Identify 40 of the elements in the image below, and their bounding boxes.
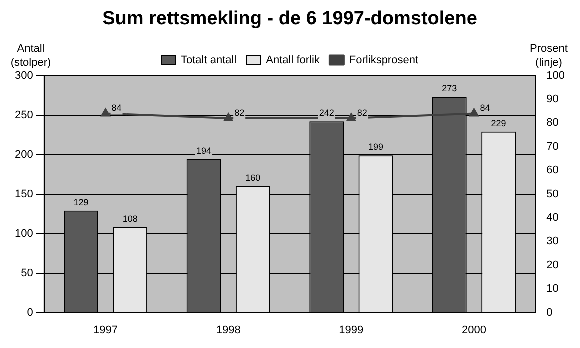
y-tick-label: 300 bbox=[14, 70, 34, 82]
data-label: 160 bbox=[246, 172, 261, 183]
data-label: 84 bbox=[480, 103, 490, 114]
data-label: 194 bbox=[196, 146, 212, 156]
data-label: 129 bbox=[74, 197, 89, 208]
data-label: 229 bbox=[491, 118, 506, 128]
x-tick-label: 2000 bbox=[462, 324, 486, 336]
y2-tick-label: 10 bbox=[546, 283, 559, 296]
legend-label: Forliksprosent bbox=[349, 54, 419, 66]
y2-tick-label: 40 bbox=[546, 212, 559, 224]
y2-tick-label: 20 bbox=[546, 259, 559, 272]
legend-label: Antall forlik bbox=[266, 54, 320, 66]
y-tick-label: 100 bbox=[14, 228, 34, 240]
y2-tick-label: 30 bbox=[546, 236, 559, 248]
y2-tick-label: 90 bbox=[546, 94, 559, 106]
y2-tick-label: 80 bbox=[546, 117, 559, 130]
legend-label: Totalt antall bbox=[180, 54, 237, 66]
y-tick-label: 250 bbox=[14, 109, 34, 122]
y2-tick-label: 60 bbox=[546, 164, 559, 177]
y2-tick-label: 50 bbox=[546, 188, 559, 200]
y2-tick-label: 70 bbox=[546, 140, 559, 153]
x-tick-label: 1997 bbox=[94, 324, 118, 336]
data-label: 84 bbox=[112, 103, 122, 114]
y-tick-label: 200 bbox=[14, 148, 34, 161]
data-label: 199 bbox=[368, 142, 384, 152]
y2-tick-label: 0 bbox=[546, 306, 553, 319]
y2-tick-label: 100 bbox=[546, 70, 566, 82]
y-tick-label: 0 bbox=[27, 306, 34, 319]
data-label: 242 bbox=[319, 108, 334, 118]
y-axis-title: Antall (stolper) bbox=[10, 42, 52, 70]
y-tick-label: 50 bbox=[21, 267, 34, 280]
x-tick-label: 1999 bbox=[339, 324, 364, 336]
data-label: 82 bbox=[234, 108, 245, 118]
data-label: 108 bbox=[122, 214, 138, 224]
y-tick-label: 150 bbox=[14, 188, 34, 200]
y2-axis-title: Prosent (linje) bbox=[529, 42, 569, 70]
data-label: 82 bbox=[357, 108, 368, 118]
x-tick-label: 1998 bbox=[216, 324, 241, 336]
data-label: 273 bbox=[442, 84, 458, 94]
chart-title: Sum rettsmekling - de 6 1997-domstolene bbox=[102, 8, 478, 30]
